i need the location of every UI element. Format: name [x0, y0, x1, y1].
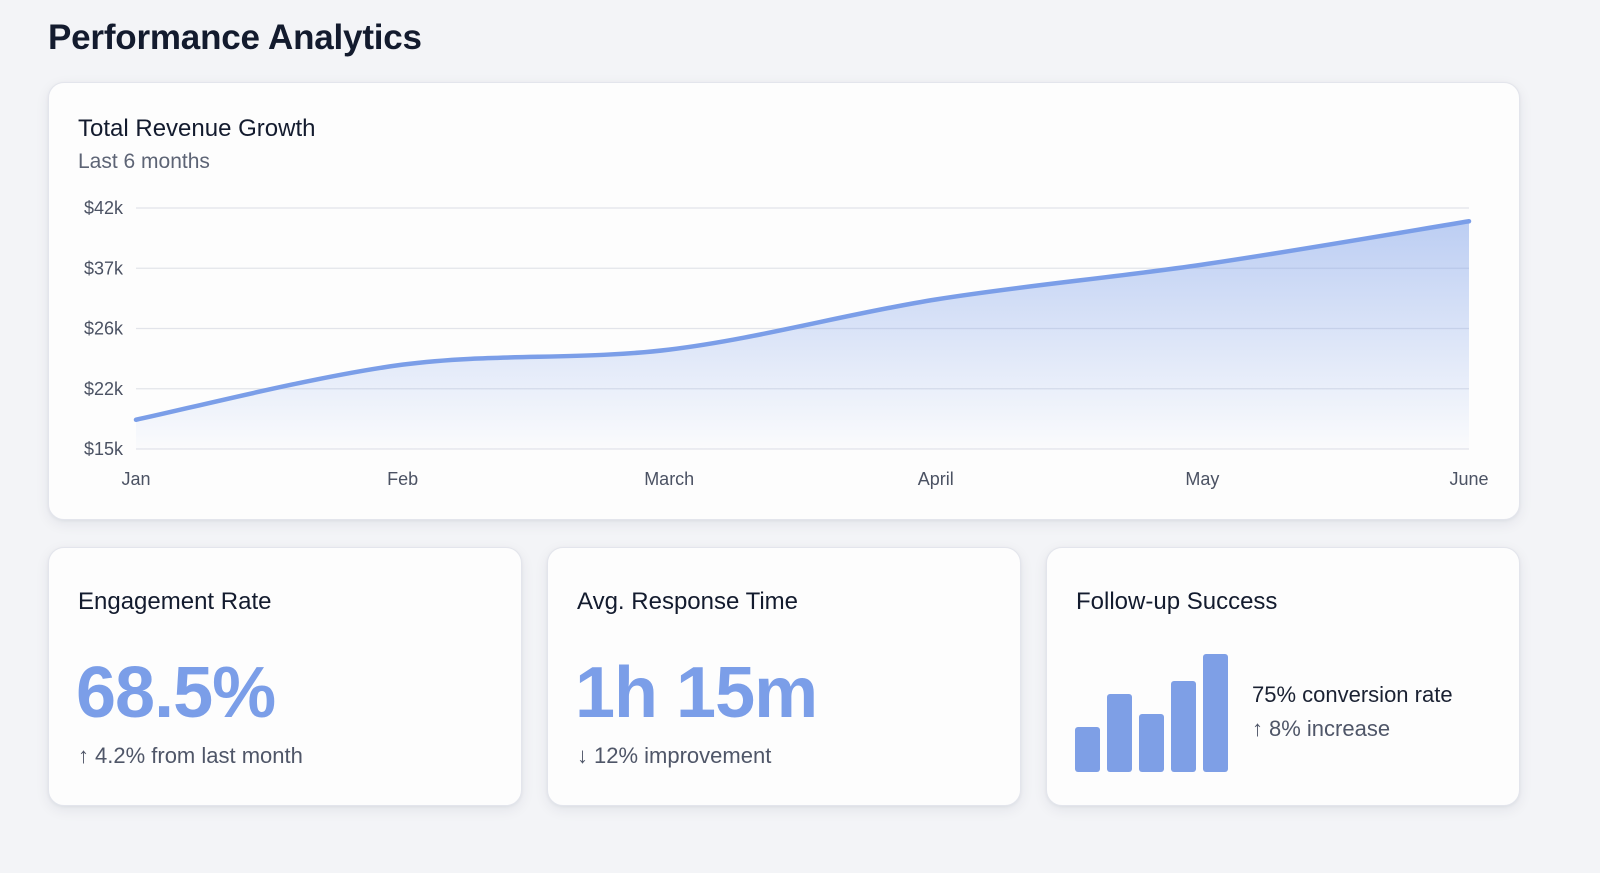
- arrow-up-icon: ↑: [78, 743, 89, 768]
- arrow-up-icon: ↑: [1252, 716, 1263, 741]
- conversion-delta-text: 8% increase: [1269, 716, 1391, 741]
- x-tick-label: Feb: [387, 469, 418, 489]
- engagement-rate-delta: ↑ 4.2% from last month: [78, 743, 303, 769]
- x-tick-label: June: [1449, 469, 1488, 489]
- revenue-growth-card: $42k $37k $26k $22k $15k Jan Feb March April May J…: [48, 82, 1520, 520]
- revenue-area-fill: [136, 221, 1469, 449]
- y-tick-label: $26k: [84, 319, 124, 339]
- engagement-rate-value: 68.5%: [76, 653, 276, 733]
- followup-bar: [1075, 727, 1100, 772]
- x-tick-label: May: [1185, 469, 1219, 489]
- response-time-card: Avg. Response Time 1h 15m ↓ 12% improveme…: [547, 547, 1021, 806]
- y-tick-label: $37k: [84, 258, 124, 278]
- x-tick-label: March: [644, 469, 694, 489]
- followup-bar: [1107, 694, 1132, 772]
- followup-success-title: Follow-up Success: [1076, 588, 1278, 615]
- followup-mini-bar-chart: [1075, 648, 1235, 772]
- y-tick-label: $15k: [84, 439, 124, 459]
- engagement-rate-delta-text: 4.2% from last month: [95, 743, 303, 768]
- y-tick-label: $22k: [84, 379, 124, 399]
- engagement-rate-title: Engagement Rate: [78, 588, 272, 615]
- arrow-down-icon: ↓: [577, 743, 588, 768]
- revenue-card-title: Total Revenue Growth: [78, 115, 316, 142]
- page-title: Performance Analytics: [48, 18, 422, 57]
- revenue-area-chart: $42k $37k $26k $22k $15k Jan Feb March April May J…: [84, 198, 1489, 489]
- response-time-delta-text: 12% improvement: [594, 743, 772, 768]
- revenue-series-line: [133, 219, 1472, 422]
- x-tick-label: Jan: [121, 469, 150, 489]
- response-time-title: Avg. Response Time: [577, 588, 799, 615]
- engagement-rate-card: Engagement Rate 68.5% ↑ 4.2% from last mo…: [48, 547, 522, 806]
- revenue-card-subtitle: Last 6 months: [78, 150, 210, 173]
- conversion-delta: ↑ 8% increase: [1252, 716, 1390, 742]
- followup-success-card: Follow-up Success 75% conversion rate ↑ 8…: [1046, 547, 1520, 806]
- y-tick-label: $42k: [84, 198, 124, 218]
- followup-bar: [1203, 654, 1228, 772]
- response-time-value: 1h 15m: [575, 653, 818, 733]
- followup-bar: [1139, 714, 1164, 772]
- conversion-rate-text: 75% conversion rate: [1252, 682, 1453, 707]
- followup-bar: [1171, 681, 1196, 772]
- x-tick-label: April: [918, 469, 954, 489]
- response-time-delta: ↓ 12% improvement: [577, 743, 771, 769]
